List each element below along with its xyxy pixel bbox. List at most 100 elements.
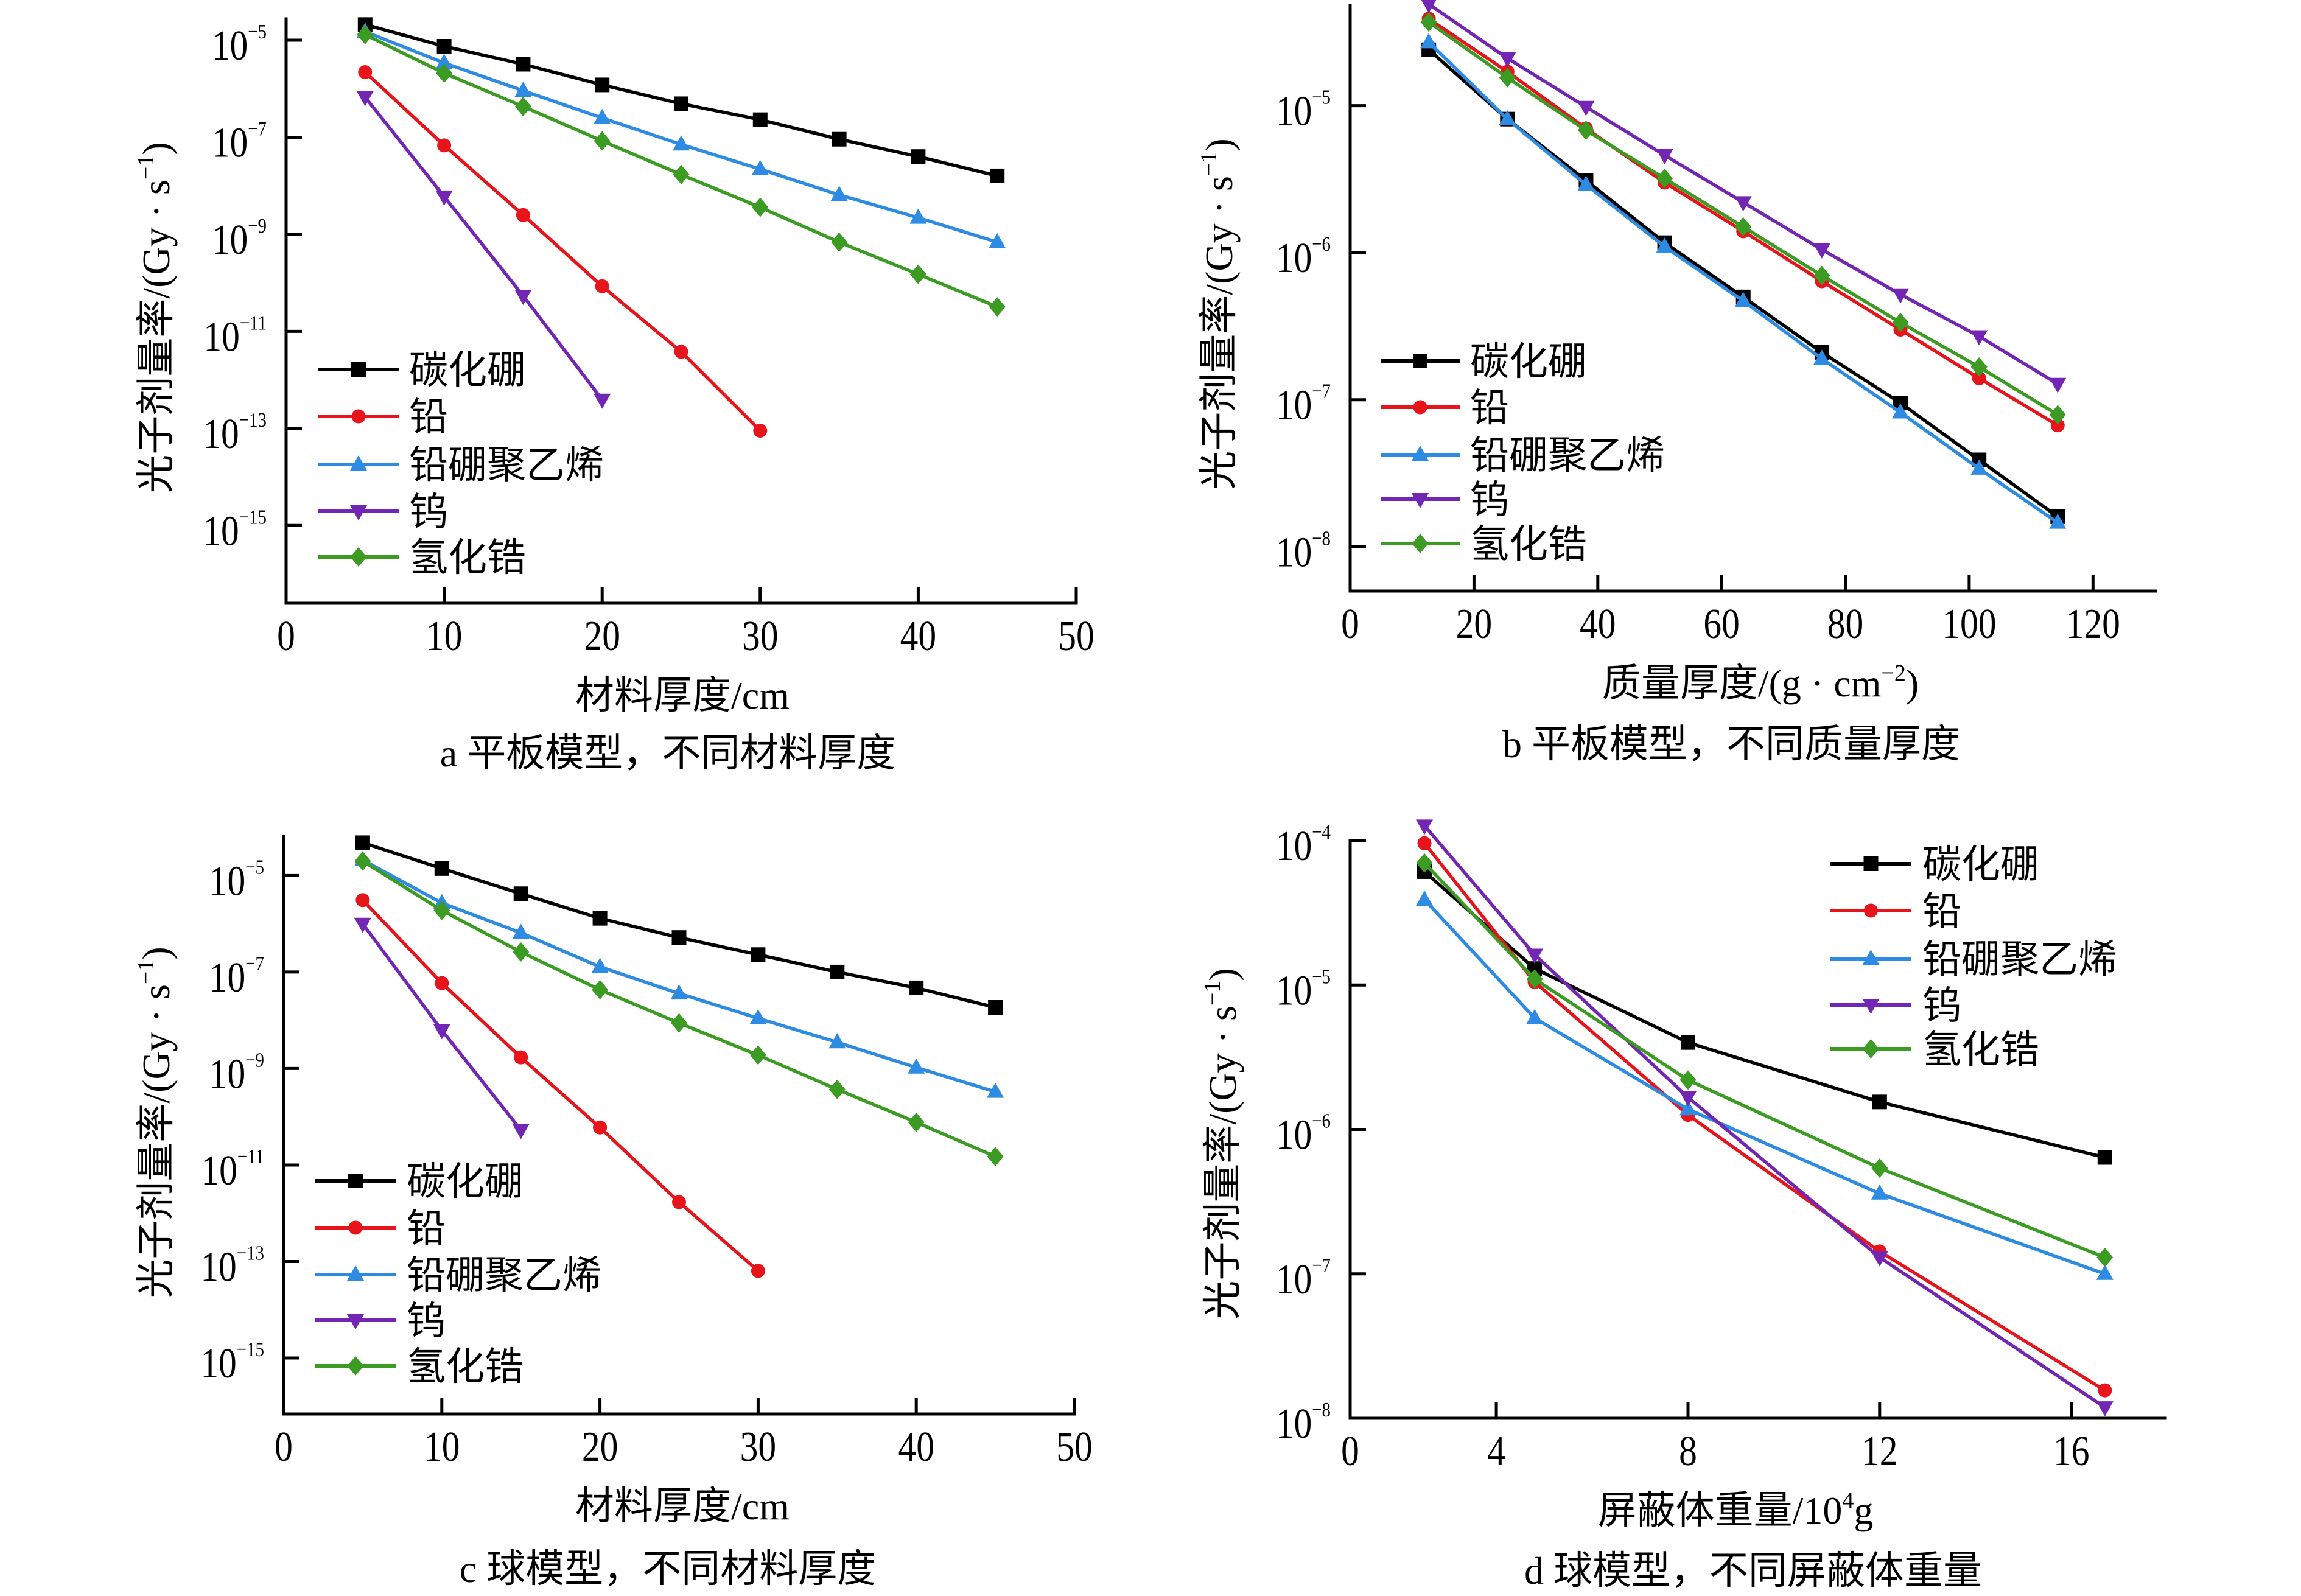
data-point-lead: [2050, 418, 2065, 433]
data-point-lead-boron-polyethylene: [989, 233, 1006, 248]
x-tick-label: 12: [1861, 1428, 1897, 1475]
data-point-zirconium-hydride: [514, 97, 531, 116]
legend-label: 碳化硼: [1470, 340, 1587, 383]
y-tick-base: 10: [200, 1340, 236, 1388]
legend-label: 碳化硼: [407, 1160, 524, 1203]
series-lead-boron-polyethylene: [354, 850, 1004, 1098]
y-tick-base: 10: [1276, 823, 1312, 870]
y-tick-base: 10: [1276, 1401, 1312, 1448]
data-point-boron-carbide: [911, 149, 926, 164]
data-point-tungsten: [2096, 1401, 2114, 1417]
label-tail: ): [1197, 138, 1241, 151]
data-point-zirconium-hydride: [513, 942, 530, 962]
data-point-lead: [1417, 836, 1432, 850]
y-tick-exponent: −15: [239, 505, 267, 528]
legend-label: 铅硼聚乙烯: [409, 444, 604, 487]
y-tick-label: 10−8: [1276, 527, 1331, 576]
data-point-zirconium-hydride: [1416, 853, 1433, 873]
x-tick-label: 4: [1487, 1428, 1505, 1475]
panel-caption: c 球模型，不同材料厚度: [460, 1547, 876, 1591]
y-tick-base: 10: [1276, 88, 1312, 135]
label-tail: g: [1854, 1489, 1873, 1532]
x-tick-label: 0: [1341, 1428, 1359, 1475]
legend-item-lead: 铅: [318, 396, 448, 439]
data-point-tungsten: [1416, 819, 1433, 835]
x-tick-label: 0: [275, 1424, 293, 1471]
data-point-lead-boron-polyethylene: [1420, 33, 1438, 49]
y-tick-base: 10: [209, 954, 245, 1001]
y-tick-exponent: −11: [240, 311, 267, 334]
data-point-lead-boron-polyethylene: [1813, 349, 1830, 365]
chart-panel-b: 10−510−610−710−80 20 40 60 80 100 120碳化硼铅铅硼聚乙烯…: [1196, 0, 2157, 766]
y-tick-exponent: −13: [237, 1241, 264, 1264]
data-point-lead: [593, 1120, 608, 1135]
data-point-zirconium-hydride: [752, 197, 769, 217]
label-tail: ): [135, 142, 178, 155]
legend-item-lead-boron-polyethylene: 铅硼聚乙烯: [315, 1254, 601, 1297]
y-tick-base: 10: [209, 1051, 245, 1098]
legend-marker: [1413, 400, 1427, 415]
y-tick-exponent: −5: [248, 20, 267, 43]
data-point-lead-boron-polyethylene: [987, 1082, 1004, 1098]
data-point-lead-boron-polyethylene: [670, 984, 688, 1000]
data-point-lead-boron-polyethylene: [909, 208, 927, 224]
data-point-zirconium-hydride: [2096, 1247, 2114, 1267]
legend-item-tungsten: 钨: [1381, 478, 1509, 522]
data-point-boron-carbide: [2097, 1150, 2112, 1165]
data-point-tungsten: [1734, 196, 1752, 212]
data-point-lead: [358, 65, 373, 79]
legend-item-lead-boron-polyethylene: 铅硼聚乙烯: [1381, 434, 1665, 477]
y-axis-title: 光子剂量率/(Gy · s−1): [1196, 138, 1241, 489]
series-boron-carbide: [1417, 864, 2112, 1165]
legend-label: 氢化锆: [407, 1345, 524, 1388]
data-point-tungsten: [1656, 149, 1673, 164]
data-point-lead-boron-polyethylene: [2049, 513, 2067, 529]
y-tick-exponent: −7: [1312, 380, 1331, 403]
data-point-zirconium-hydride: [908, 1112, 925, 1132]
y-tick-exponent: −15: [237, 1338, 264, 1361]
y-axis-title: 光子剂量率/(Gy · s−1): [133, 947, 178, 1298]
y-tick-exponent: −9: [248, 214, 267, 237]
legend-marker: [1864, 903, 1878, 918]
y-tick-label: 10−15: [200, 1338, 264, 1387]
y-tick-exponent: −8: [1312, 1398, 1331, 1421]
data-point-tungsten: [1871, 1251, 1888, 1267]
data-point-lead: [355, 893, 370, 908]
series-line-lead-boron-polyethylene: [361, 858, 997, 1094]
data-point-zirconium-hydride: [1871, 1158, 1888, 1178]
legend-item-lead-boron-polyethylene: 铅硼聚乙烯: [318, 444, 604, 487]
panel-caption: b 平板模型，不同质量厚度: [1502, 723, 1960, 766]
data-point-lead-boron-polyethylene: [435, 54, 453, 69]
data-point-lead-boron-polyethylene: [1577, 175, 1595, 191]
legend-marker: [1413, 354, 1427, 368]
x-tick-label: 40: [900, 613, 936, 660]
data-point-zirconium-hydride: [1735, 217, 1752, 237]
label-main: 屏蔽体重量/10: [1598, 1489, 1843, 1532]
y-tick-exponent: −7: [1312, 1254, 1331, 1277]
series-line-boron-carbide: [361, 841, 997, 1009]
data-point-tungsten: [1813, 243, 1830, 259]
y-tick-base: 10: [1276, 967, 1312, 1015]
data-point-tungsten: [594, 393, 611, 409]
data-point-zirconium-hydride: [436, 63, 453, 83]
data-point-zirconium-hydride: [1813, 265, 1830, 285]
data-point-boron-carbide: [830, 964, 845, 979]
data-point-tungsten: [356, 91, 374, 107]
y-tick-label: 10−4: [1276, 821, 1331, 870]
data-point-lead-boron-polyethylene: [908, 1058, 925, 1074]
x-tick-label: 50: [1056, 1424, 1092, 1471]
data-point-boron-carbide: [595, 77, 610, 93]
y-tick-exponent: −5: [1312, 965, 1331, 988]
y-tick-label: 10−5: [1276, 965, 1331, 1014]
series-tungsten: [354, 917, 530, 1139]
y-tick-base: 10: [1276, 1111, 1312, 1159]
series-line-zirconium-hydride: [361, 859, 997, 1158]
y-tick-base: 10: [203, 508, 239, 555]
legend-marker: [348, 1174, 363, 1188]
x-tick-label: 20: [1456, 601, 1492, 648]
y-tick-base: 10: [200, 1244, 236, 1291]
